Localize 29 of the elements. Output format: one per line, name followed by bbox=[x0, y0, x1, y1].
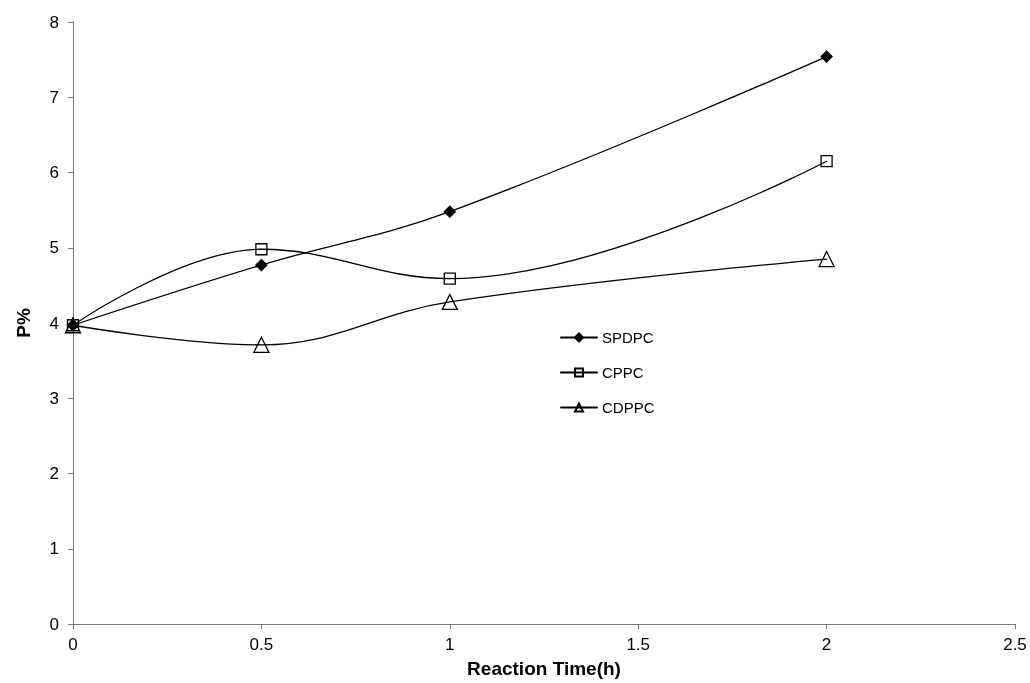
y-tick-label: 3 bbox=[49, 388, 59, 408]
legend-label: SPDPC bbox=[602, 329, 654, 346]
y-tick-label: 0 bbox=[49, 614, 59, 634]
x-tick-label: 2.5 bbox=[1003, 635, 1027, 654]
point bbox=[443, 205, 456, 218]
y-tick-label: 4 bbox=[49, 313, 59, 333]
point bbox=[255, 243, 268, 256]
point bbox=[820, 50, 833, 63]
point bbox=[443, 272, 456, 285]
y-tick-label: 7 bbox=[49, 87, 59, 107]
x-tick-label: 0 bbox=[68, 635, 78, 654]
x-tick-label: 2 bbox=[821, 635, 832, 654]
y-tick-label: 5 bbox=[49, 238, 59, 258]
point bbox=[255, 258, 268, 272]
x-tick-label: 0.5 bbox=[249, 635, 274, 654]
y-tick-label: 6 bbox=[49, 163, 59, 182]
y-tick-label: 2 bbox=[49, 464, 59, 483]
point bbox=[820, 155, 833, 168]
point bbox=[441, 293, 458, 311]
legend-label: CDPPC bbox=[602, 399, 655, 416]
y-tick-label: 1 bbox=[49, 539, 59, 559]
y-tick-label: 8 bbox=[49, 12, 59, 32]
x-tick-label: 1 bbox=[445, 635, 455, 654]
point bbox=[818, 250, 835, 268]
y-axis-title: P% bbox=[13, 308, 34, 338]
point bbox=[253, 336, 270, 353]
legend-label: CPPC bbox=[602, 364, 644, 381]
x-axis-title: Reaction Time(h) bbox=[467, 658, 621, 679]
x-tick-label: 1.5 bbox=[626, 635, 651, 654]
